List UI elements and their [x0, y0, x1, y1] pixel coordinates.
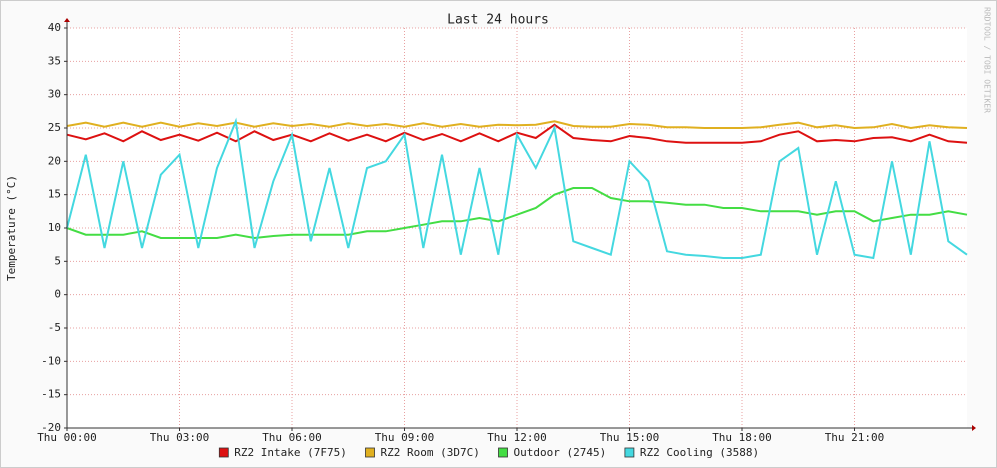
- x-arrow: [972, 425, 976, 431]
- x-tick-label: Thu 18:00: [712, 431, 772, 444]
- y-tick-label: -5: [48, 321, 61, 334]
- y-tick-label: 10: [48, 221, 61, 234]
- legend-swatch: [218, 447, 229, 458]
- series-line: [66, 187, 968, 240]
- legend: RZ2 Intake (7F75) RZ2 Room (3D7C) Outdoor …: [218, 446, 759, 459]
- legend-label: RZ2 Room (3D7C): [381, 446, 480, 459]
- legend-swatch: [498, 447, 508, 458]
- y-tick-label: 30: [48, 88, 61, 101]
- y-tick-label: 25: [48, 121, 61, 134]
- y-tick-label: 5: [54, 254, 61, 267]
- y-tick-label: -10: [41, 354, 61, 367]
- watermark: RRDTOOL / TOBI OETIKER: [983, 7, 992, 113]
- grid: [66, 27, 967, 429]
- y-tick-label: -20: [41, 421, 61, 434]
- legend-swatch: [624, 447, 635, 458]
- y-tick-label: 15: [48, 188, 61, 201]
- y-tick-label: 40: [48, 21, 61, 34]
- y-axis-label: Temperature (°C): [5, 175, 18, 281]
- x-tick-label: Thu 21:00: [825, 431, 885, 444]
- y-tick-label: 0: [54, 288, 61, 301]
- x-tick-label: Thu 09:00: [375, 431, 435, 444]
- legend-label: Outdoor (2745): [514, 446, 607, 459]
- y-tick-label: 35: [48, 54, 61, 67]
- series-line: [66, 117, 968, 260]
- legend-swatch: [365, 447, 375, 458]
- legend-label: RZ2 Cooling (3588): [640, 446, 759, 459]
- y-tick-label: 20: [48, 154, 61, 167]
- x-tick-label: Thu 03:00: [150, 431, 210, 444]
- chart-title: Last 24 hours: [447, 13, 549, 28]
- x-tick-label: Thu 06:00: [262, 431, 322, 444]
- x-tick-label: Thu 00:00: [37, 431, 97, 444]
- series-line: [66, 120, 968, 130]
- y-arrow: [64, 18, 70, 22]
- x-tick-label: Thu 12:00: [487, 431, 547, 444]
- y-tick-label: -15: [41, 388, 61, 401]
- lines: [66, 117, 968, 260]
- legend-label: RZ2 Intake (7F75): [234, 446, 347, 459]
- x-tick-label: Thu 15:00: [600, 431, 660, 444]
